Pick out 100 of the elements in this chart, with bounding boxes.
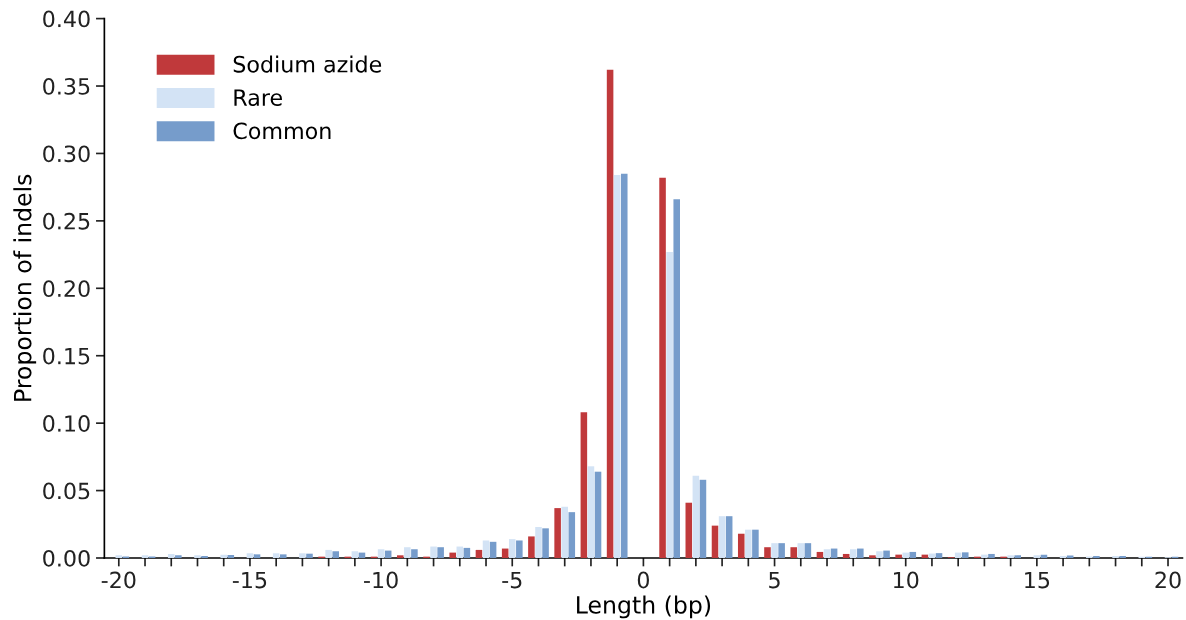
bar [449,552,456,558]
bar [463,547,471,558]
bar [437,547,444,558]
bar [764,547,771,558]
bar [332,551,339,558]
bar [902,552,909,558]
bar [849,549,857,558]
bar [961,552,969,558]
y-axis-title: Proportion of indels [13,174,37,401]
bar [141,555,149,558]
bar [1119,555,1126,558]
y-tick-label: 0.40 [43,10,90,28]
bar [1033,555,1041,558]
bar [797,543,805,558]
bar [508,539,516,558]
bar [988,553,995,558]
bar [737,533,745,558]
bar [718,516,726,558]
y-tick-label: 0.30 [43,145,90,163]
bar [411,549,418,558]
bar [771,543,778,558]
x-tick-label: -10 [364,571,398,589]
bar [272,553,280,558]
bar [981,554,988,558]
bar [554,508,561,558]
x-tick-label: 20 [1155,571,1181,589]
y-tick-label: 0.35 [43,77,90,95]
bar [542,528,549,558]
bar [711,525,719,558]
bar [1059,555,1067,558]
bar [482,540,490,558]
x-tick-label: 15 [1025,571,1050,589]
bar [351,551,359,558]
bar [220,554,227,558]
bar [516,540,523,558]
x-tick-label: -20 [101,571,136,589]
x-tick-label: 10 [894,571,919,589]
bar [306,553,313,558]
bar [167,553,175,558]
bar [673,199,680,558]
bar [201,555,208,558]
bar [935,553,943,558]
bar [568,512,576,558]
bar [804,543,812,558]
bar [325,549,332,558]
bar [1093,555,1100,558]
bar [535,526,542,558]
bar [685,502,693,558]
bar [594,471,602,558]
bar [1112,555,1119,558]
bar [580,412,588,558]
bar [666,251,673,558]
y-tick-label: 0.15 [43,347,90,365]
x-tick-label: 0 [637,571,649,589]
bar [587,466,595,558]
y-tick-label: 0.05 [43,482,90,500]
bar [175,555,182,558]
bar [620,173,628,558]
bar [246,553,254,558]
bar [115,555,123,558]
bar [692,475,700,558]
bar [790,547,797,558]
bar [1014,555,1021,558]
bar [725,516,733,558]
bar [778,543,785,558]
legend-label: Sodium azide [233,55,382,73]
bar [752,529,759,558]
x-axis-title: Length (bp) [577,595,711,619]
bar [869,555,876,558]
bar [377,549,385,558]
bar [823,549,831,558]
bar [475,549,483,558]
bar [561,506,568,558]
bar [659,177,666,558]
x-tick-label: 5 [769,571,780,589]
bar [816,551,824,558]
legend-label: Common [233,122,331,140]
x-tick-label: -5 [502,571,522,589]
bar [227,555,235,558]
bar [613,175,621,558]
bar [253,554,261,558]
bar [194,555,201,558]
bar [489,541,497,558]
bar [1007,555,1014,558]
bar [299,553,306,558]
bar [396,555,404,558]
bar [430,546,437,558]
x-tick-label: -15 [232,571,267,589]
legend-label: Rare [234,89,282,106]
y-tick-label: 0.10 [43,415,90,432]
bar [895,554,902,558]
bar [528,536,535,558]
bar [699,479,707,558]
bar [909,551,917,558]
y-tick-label: 0.20 [43,280,90,298]
bar [857,548,864,558]
bar [745,529,752,558]
bar [606,69,614,558]
bar [883,550,890,558]
bar [876,551,883,558]
